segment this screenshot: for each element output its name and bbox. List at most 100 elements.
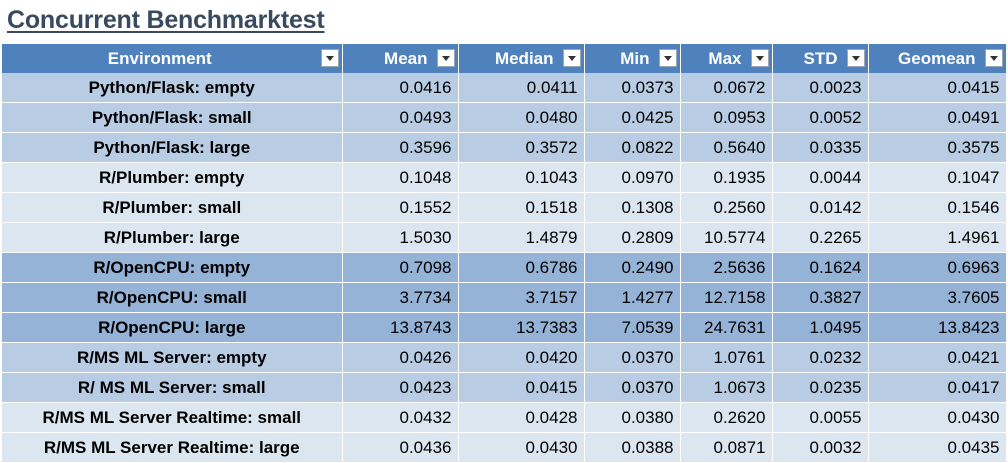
environment-cell[interactable]: R/OpenCPU: empty [2, 252, 343, 283]
environment-cell[interactable]: R/Plumber: small [2, 192, 343, 223]
value-cell-mean[interactable]: 1.5030 [342, 222, 459, 253]
value-cell-median[interactable]: 3.7157 [458, 282, 585, 313]
value-cell-max[interactable]: 24.7631 [680, 312, 773, 343]
value-cell-max[interactable]: 0.0953 [680, 102, 773, 133]
value-cell-min[interactable]: 0.0370 [584, 372, 681, 403]
value-cell-geomean[interactable]: 0.0491 [868, 102, 1007, 133]
value-cell-mean[interactable]: 0.0432 [342, 402, 459, 433]
value-cell-std[interactable]: 0.0142 [772, 192, 869, 223]
filter-dropdown-button[interactable] [984, 49, 1003, 67]
value-cell-max[interactable]: 0.0672 [680, 73, 773, 103]
value-cell-std[interactable]: 0.0052 [772, 102, 869, 133]
filter-dropdown-button[interactable] [436, 49, 455, 67]
value-cell-geomean[interactable]: 0.6963 [868, 252, 1007, 283]
environment-cell[interactable]: R/Plumber: empty [2, 162, 343, 193]
value-cell-geomean[interactable]: 0.0435 [868, 432, 1007, 463]
value-cell-mean[interactable]: 3.7734 [342, 282, 459, 313]
value-cell-median[interactable]: 0.0430 [458, 432, 585, 463]
value-cell-max[interactable]: 0.5640 [680, 132, 773, 163]
value-cell-max[interactable]: 2.5636 [680, 252, 773, 283]
value-cell-std[interactable]: 0.0023 [772, 73, 869, 103]
table-row: R/MS ML Server Realtime: small 0.0432 0.04… [2, 402, 1007, 433]
value-cell-max[interactable]: 0.2620 [680, 402, 773, 433]
value-cell-geomean[interactable]: 0.0415 [868, 73, 1007, 103]
value-cell-geomean[interactable]: 0.3575 [868, 132, 1007, 163]
value-cell-max[interactable]: 12.7158 [680, 282, 773, 313]
value-cell-mean[interactable]: 0.1552 [342, 192, 459, 223]
value-cell-mean[interactable]: 0.0423 [342, 372, 459, 403]
value-cell-geomean[interactable]: 13.8423 [868, 312, 1007, 343]
value-cell-median[interactable]: 0.0428 [458, 402, 585, 433]
environment-cell[interactable]: R/MS ML Server Realtime: large [2, 432, 343, 463]
value-cell-std[interactable]: 0.0032 [772, 432, 869, 463]
environment-cell[interactable]: R/MS ML Server: empty [2, 342, 343, 373]
value-cell-median[interactable]: 13.7383 [458, 312, 585, 343]
value-cell-mean[interactable]: 0.1048 [342, 162, 459, 193]
filter-dropdown-button[interactable] [658, 49, 677, 67]
value-cell-min[interactable]: 0.0822 [584, 132, 681, 163]
value-cell-std[interactable]: 0.1624 [772, 252, 869, 283]
value-cell-mean[interactable]: 13.8743 [342, 312, 459, 343]
value-cell-std[interactable]: 1.0495 [772, 312, 869, 343]
value-cell-geomean[interactable]: 0.0430 [868, 402, 1007, 433]
value-cell-min[interactable]: 0.0380 [584, 402, 681, 433]
value-cell-mean[interactable]: 0.3596 [342, 132, 459, 163]
environment-cell[interactable]: R/MS ML Server Realtime: small [2, 402, 343, 433]
environment-cell[interactable]: Python/Flask: large [2, 132, 343, 163]
value-cell-min[interactable]: 0.2809 [584, 222, 681, 253]
value-cell-median[interactable]: 0.1043 [458, 162, 585, 193]
value-cell-mean[interactable]: 0.0426 [342, 342, 459, 373]
filter-dropdown-button[interactable] [320, 49, 339, 67]
value-cell-min[interactable]: 0.0370 [584, 342, 681, 373]
value-cell-std[interactable]: 0.0335 [772, 132, 869, 163]
filter-dropdown-button[interactable] [750, 49, 769, 67]
value-cell-max[interactable]: 1.0673 [680, 372, 773, 403]
filter-dropdown-button[interactable] [562, 49, 581, 67]
value-cell-median[interactable]: 0.0480 [458, 102, 585, 133]
value-cell-median[interactable]: 0.3572 [458, 132, 585, 163]
value-cell-mean[interactable]: 0.0416 [342, 73, 459, 103]
value-cell-max[interactable]: 10.5774 [680, 222, 773, 253]
value-cell-geomean[interactable]: 0.0417 [868, 372, 1007, 403]
value-cell-min[interactable]: 1.4277 [584, 282, 681, 313]
value-cell-mean[interactable]: 0.7098 [342, 252, 459, 283]
environment-cell[interactable]: R/OpenCPU: small [2, 282, 343, 313]
value-cell-min[interactable]: 0.0388 [584, 432, 681, 463]
value-cell-std[interactable]: 0.0055 [772, 402, 869, 433]
table-row: Python/Flask: empty 0.0416 0.0411 0.0373 0.0… [2, 73, 1007, 103]
value-cell-median[interactable]: 0.1518 [458, 192, 585, 223]
value-cell-max[interactable]: 0.0871 [680, 432, 773, 463]
value-cell-median[interactable]: 0.6786 [458, 252, 585, 283]
environment-cell[interactable]: R/Plumber: large [2, 222, 343, 253]
environment-cell[interactable]: R/ MS ML Server: small [2, 372, 343, 403]
value-cell-std[interactable]: 0.3827 [772, 282, 869, 313]
value-cell-std[interactable]: 0.0235 [772, 372, 869, 403]
value-cell-min[interactable]: 0.2490 [584, 252, 681, 283]
value-cell-geomean[interactable]: 0.1047 [868, 162, 1007, 193]
environment-cell[interactable]: Python/Flask: small [2, 102, 343, 133]
environment-cell[interactable]: R/OpenCPU: large [2, 312, 343, 343]
value-cell-std[interactable]: 0.0044 [772, 162, 869, 193]
value-cell-min[interactable]: 0.1308 [584, 192, 681, 223]
value-cell-geomean[interactable]: 1.4961 [868, 222, 1007, 253]
value-cell-mean[interactable]: 0.0436 [342, 432, 459, 463]
value-cell-std[interactable]: 0.2265 [772, 222, 869, 253]
value-cell-min[interactable]: 7.0539 [584, 312, 681, 343]
value-cell-geomean[interactable]: 3.7605 [868, 282, 1007, 313]
environment-cell[interactable]: Python/Flask: empty [2, 73, 343, 103]
value-cell-median[interactable]: 0.0420 [458, 342, 585, 373]
value-cell-geomean[interactable]: 0.1546 [868, 192, 1007, 223]
value-cell-min[interactable]: 0.0373 [584, 73, 681, 103]
value-cell-std[interactable]: 0.0232 [772, 342, 869, 373]
value-cell-mean[interactable]: 0.0493 [342, 102, 459, 133]
value-cell-min[interactable]: 0.0425 [584, 102, 681, 133]
value-cell-median[interactable]: 0.0411 [458, 73, 585, 103]
value-cell-max[interactable]: 0.1935 [680, 162, 773, 193]
value-cell-max[interactable]: 0.2560 [680, 192, 773, 223]
value-cell-min[interactable]: 0.0970 [584, 162, 681, 193]
filter-dropdown-button[interactable] [846, 49, 865, 67]
value-cell-median[interactable]: 0.0415 [458, 372, 585, 403]
value-cell-max[interactable]: 1.0761 [680, 342, 773, 373]
value-cell-median[interactable]: 1.4879 [458, 222, 585, 253]
value-cell-geomean[interactable]: 0.0421 [868, 342, 1007, 373]
